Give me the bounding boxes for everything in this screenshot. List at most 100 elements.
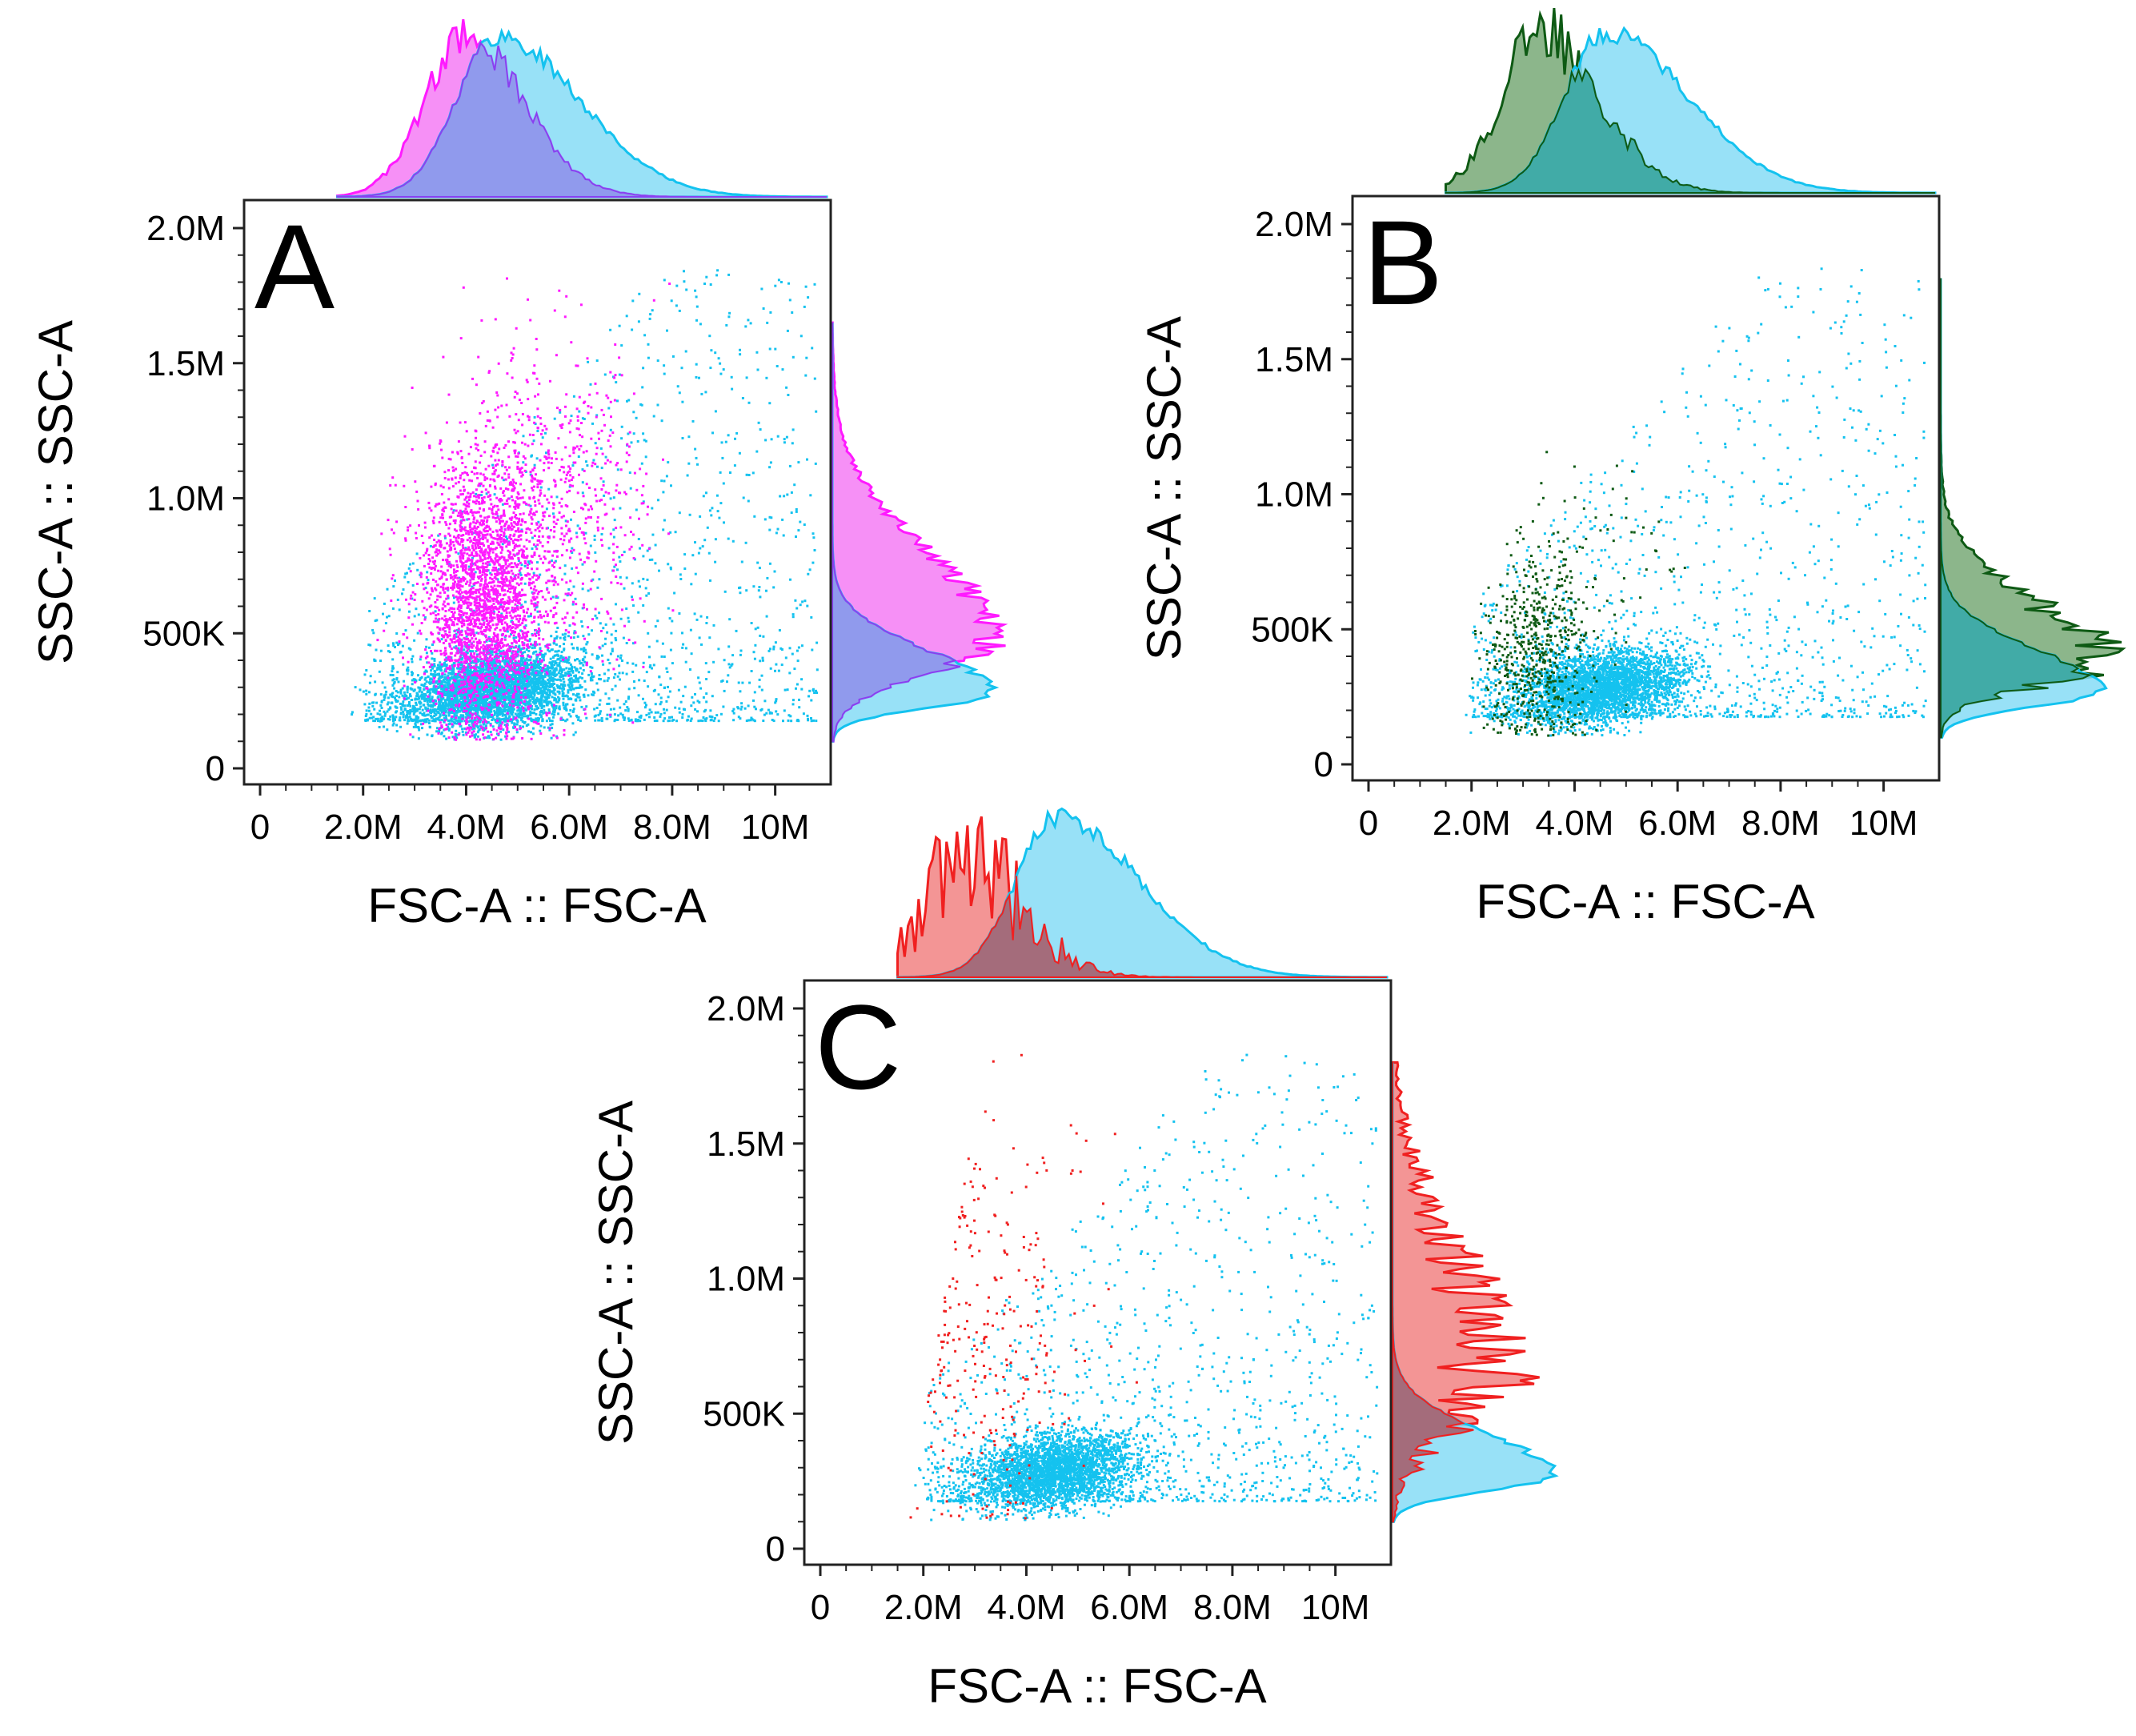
- data-point: [491, 661, 495, 664]
- data-point: [547, 487, 551, 491]
- data-point: [391, 679, 395, 682]
- data-point: [480, 700, 483, 704]
- data-point: [415, 552, 419, 555]
- data-point: [596, 465, 599, 468]
- data-point: [788, 299, 791, 302]
- data-point: [705, 717, 708, 720]
- data-point: [675, 284, 679, 287]
- data-point: [398, 608, 401, 611]
- data-point: [373, 660, 376, 662]
- data-point: [537, 682, 540, 685]
- data-point: [598, 703, 601, 706]
- data-point: [739, 717, 742, 720]
- data-point: [567, 691, 570, 694]
- data-point: [631, 670, 635, 673]
- data-point: [555, 654, 558, 657]
- data-point: [399, 688, 403, 692]
- data-point: [567, 656, 571, 659]
- data-point: [697, 551, 700, 555]
- data-point: [464, 678, 467, 681]
- data-point: [742, 496, 745, 499]
- data-point: [469, 671, 472, 674]
- data-point: [812, 532, 815, 535]
- data-point: [666, 329, 668, 332]
- data-point: [524, 704, 527, 707]
- data-point: [383, 714, 387, 717]
- data-point: [685, 288, 688, 291]
- data-point: [752, 699, 755, 702]
- data-point: [772, 645, 775, 648]
- data-point: [571, 671, 575, 674]
- data-point: [699, 719, 703, 722]
- data-point: [606, 703, 609, 705]
- data-point: [417, 613, 420, 616]
- data-point: [694, 289, 697, 292]
- data-point: [690, 704, 693, 708]
- data-point: [707, 551, 711, 555]
- data-point: [440, 704, 443, 708]
- data-point: [524, 600, 527, 603]
- data-point: [728, 311, 731, 315]
- data-point: [642, 661, 645, 664]
- data-point: [455, 691, 458, 694]
- data-point: [623, 703, 626, 706]
- data-point: [713, 717, 716, 720]
- data-point: [586, 464, 589, 467]
- data-point: [457, 708, 459, 712]
- data-point: [711, 431, 714, 435]
- data-point: [567, 697, 571, 700]
- data-point: [499, 707, 502, 710]
- data-point: [537, 719, 540, 722]
- data-point: [678, 511, 681, 515]
- data-point: [585, 460, 587, 463]
- data-point: [730, 664, 733, 667]
- data-point: [695, 363, 698, 366]
- data-point: [558, 705, 561, 708]
- data-point: [554, 693, 557, 696]
- data-point: [440, 688, 443, 691]
- data-point: [507, 672, 510, 676]
- data-point: [531, 591, 534, 594]
- data-point: [773, 570, 776, 573]
- data-point: [511, 680, 514, 684]
- data-point: [459, 720, 462, 724]
- data-point: [555, 735, 559, 738]
- data-point: [534, 698, 537, 701]
- data-point: [495, 712, 498, 715]
- data-point: [485, 668, 488, 672]
- data-point: [530, 668, 533, 672]
- data-point: [595, 682, 599, 685]
- data-point: [557, 696, 559, 699]
- data-point: [596, 688, 599, 692]
- data-point: [539, 713, 542, 716]
- data-point: [467, 724, 471, 727]
- data-point: [712, 623, 715, 627]
- data-point: [529, 680, 532, 683]
- data-point: [798, 706, 801, 709]
- data-point: [609, 708, 612, 711]
- data-point: [493, 658, 496, 661]
- data-point: [437, 712, 440, 715]
- data-point: [494, 662, 497, 665]
- data-point: [669, 677, 672, 680]
- data-point: [755, 351, 759, 354]
- data-point: [758, 567, 761, 570]
- data-point: [547, 700, 550, 704]
- data-point: [778, 629, 781, 631]
- data-point: [671, 355, 675, 358]
- data-point: [639, 714, 643, 717]
- data-point: [579, 720, 582, 723]
- data-point: [568, 686, 571, 689]
- data-point: [428, 689, 431, 692]
- data-point: [460, 703, 463, 706]
- data-point: [457, 679, 460, 682]
- data-point: [563, 572, 567, 575]
- data-point: [552, 689, 555, 692]
- data-point: [596, 586, 599, 589]
- data-point: [546, 664, 549, 668]
- data-point: [491, 672, 495, 676]
- data-point: [479, 688, 482, 692]
- data-point: [543, 689, 546, 692]
- data-point: [559, 668, 562, 670]
- data-point: [762, 307, 765, 310]
